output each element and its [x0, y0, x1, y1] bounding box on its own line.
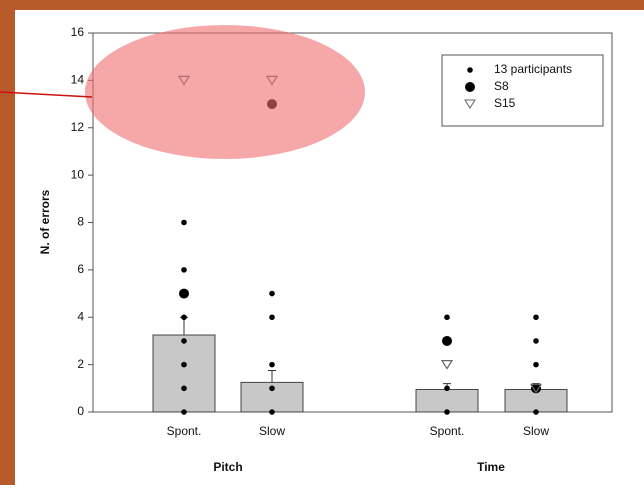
point	[181, 220, 187, 226]
y-tick-label: 14	[71, 73, 85, 87]
bar	[416, 389, 478, 412]
point	[533, 409, 539, 415]
x-tick-label: Spont.	[430, 424, 465, 438]
point	[181, 267, 187, 273]
point	[444, 314, 450, 320]
point	[533, 362, 539, 368]
highlight	[85, 25, 365, 159]
group-label: Time	[477, 460, 505, 474]
y-tick-label: 2	[77, 357, 84, 371]
point	[269, 314, 275, 320]
y-tick-label: 10	[71, 167, 85, 181]
group-label: Pitch	[213, 460, 242, 474]
legend-label: S15	[494, 96, 516, 110]
point	[444, 386, 450, 392]
legend-label: 13 participants	[494, 62, 572, 76]
point	[444, 409, 450, 415]
point	[269, 362, 275, 368]
point	[269, 386, 275, 392]
y-axis-label: N. of errors	[38, 189, 52, 254]
point-large	[442, 336, 452, 346]
point-large	[179, 289, 189, 299]
y-tick-label: 0	[77, 404, 84, 418]
point	[533, 314, 539, 320]
x-tick-label: Slow	[259, 424, 285, 438]
y-tick-label: 4	[77, 309, 84, 323]
y-tick-label: 16	[71, 25, 85, 39]
point	[269, 291, 275, 297]
y-tick-label: 8	[77, 215, 84, 229]
point	[533, 338, 539, 344]
point	[269, 409, 275, 415]
legend-marker	[465, 82, 475, 92]
x-tick-label: Spont.	[167, 424, 202, 438]
x-tick-label: Slow	[523, 424, 549, 438]
y-tick-label: 6	[77, 262, 84, 276]
point	[181, 314, 187, 320]
point	[181, 386, 187, 392]
chart: N. of errors 0 2 4 6 8 10 12 14 16 Pitch Time Spont…	[0, 0, 644, 485]
point	[181, 338, 187, 344]
point	[181, 362, 187, 368]
legend-marker	[467, 67, 473, 73]
legend-label: S8	[494, 79, 509, 93]
point	[181, 409, 187, 415]
bar	[153, 335, 215, 412]
y-tick-label: 12	[71, 120, 85, 134]
